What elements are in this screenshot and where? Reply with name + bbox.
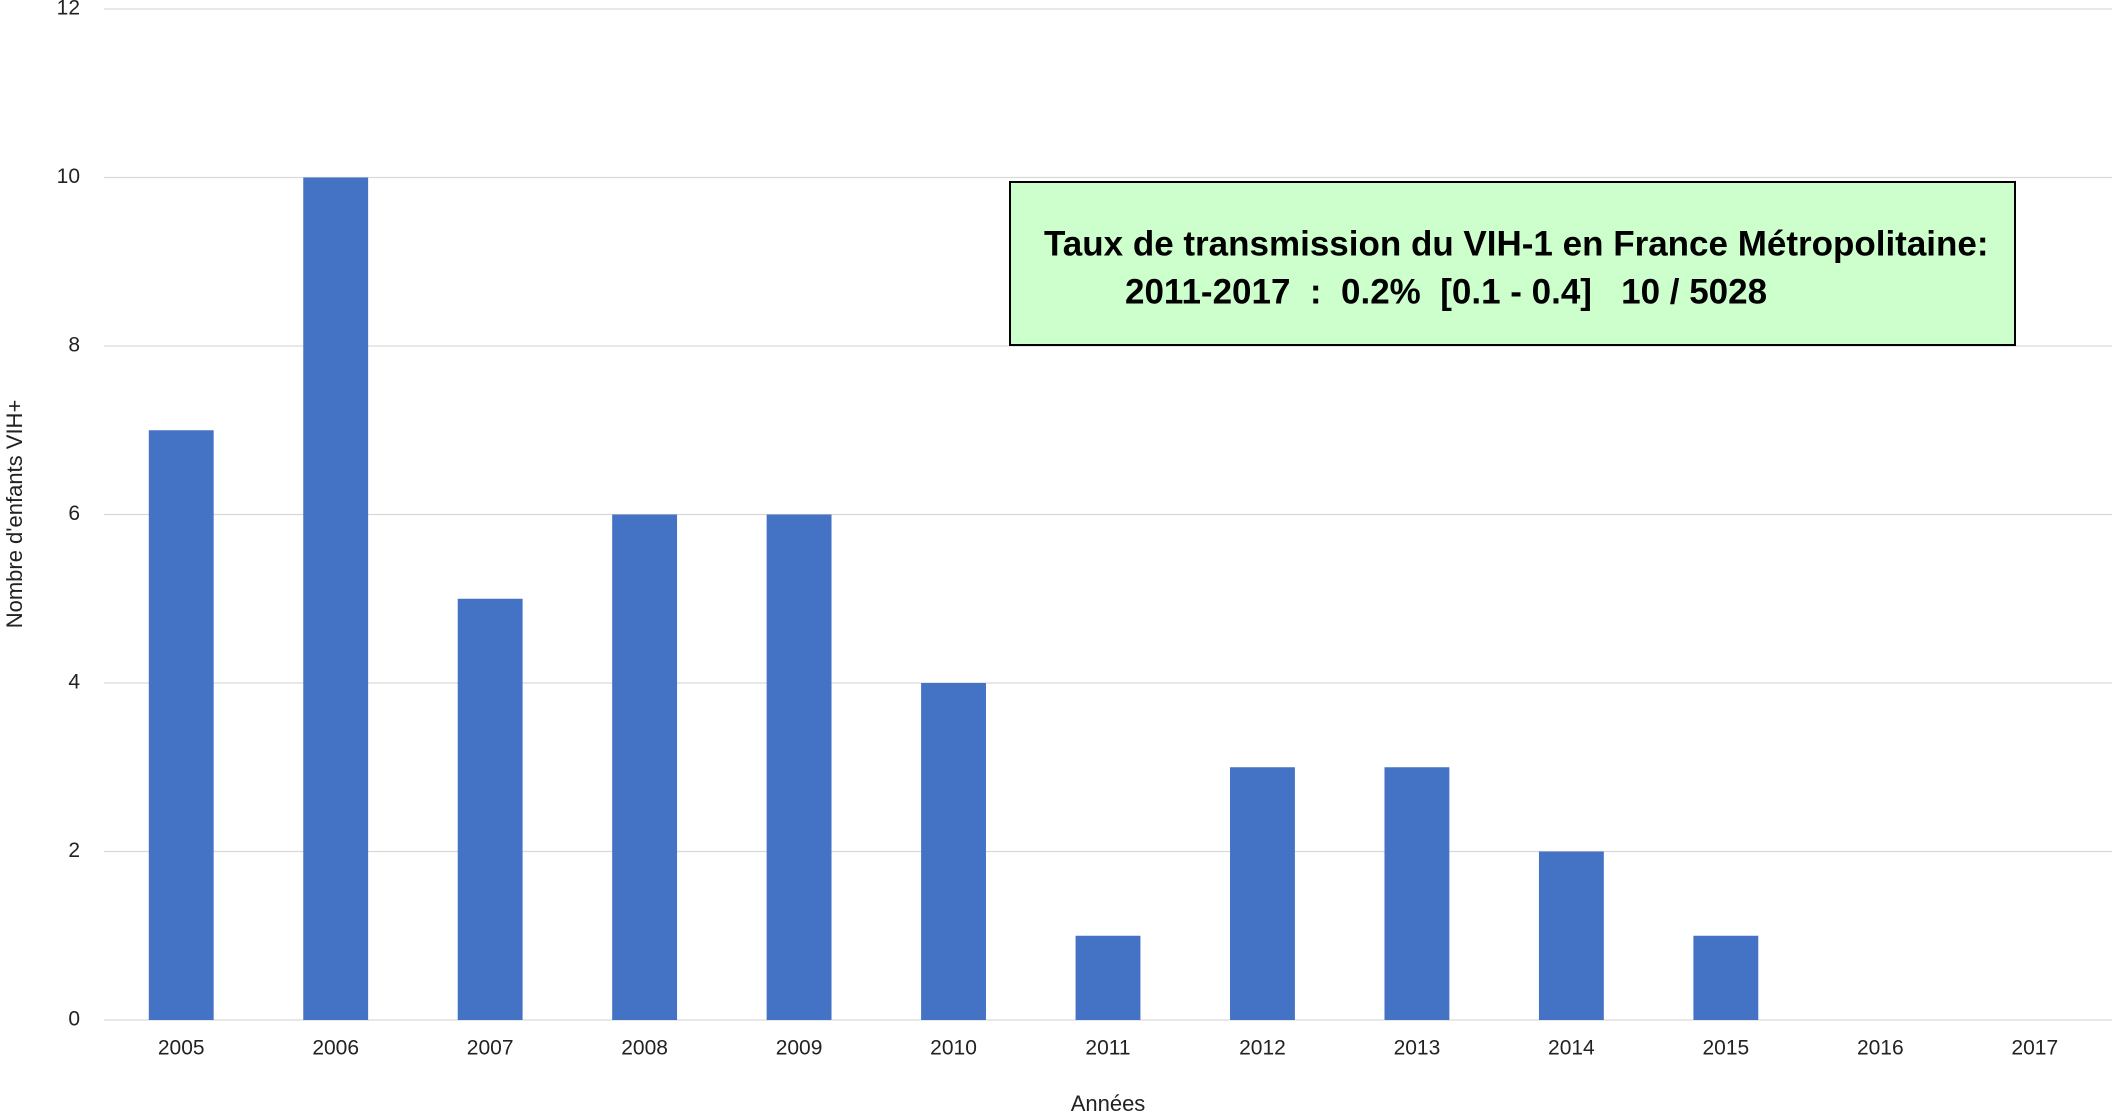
x-tick-label: 2017	[2011, 1037, 2058, 1060]
y-tick-label: 6	[68, 502, 80, 525]
annotation-box	[1009, 181, 2016, 346]
bar	[457, 598, 523, 1020]
bar	[148, 430, 214, 1020]
x-tick-label: 2007	[467, 1037, 514, 1060]
bar	[921, 683, 986, 1020]
x-tick-label: 2012	[1239, 1037, 1286, 1060]
x-tick-label: 2010	[930, 1037, 977, 1060]
bar	[766, 514, 832, 1020]
y-tick-label: 8	[68, 334, 80, 357]
annotation: 2011-2017 : 0.2% [0.1 - 0.4] 10 / 5028	[1125, 272, 1767, 311]
x-axis-label: Années	[1071, 1091, 1146, 1115]
x-tick-label: 2009	[776, 1037, 823, 1060]
bar	[1230, 767, 1295, 1020]
x-tick-label: 2005	[158, 1037, 205, 1060]
bar	[1384, 767, 1450, 1020]
x-tick-label: 2014	[1548, 1037, 1595, 1060]
bar	[1693, 935, 1759, 1020]
y-tick-label: 4	[68, 671, 80, 694]
x-tick-label: 2015	[1702, 1037, 1749, 1060]
y-tick-label: 2	[68, 839, 80, 862]
x-tick-label: 2011	[1085, 1037, 1130, 1060]
bar	[1075, 935, 1141, 1020]
bar	[1538, 851, 1604, 1020]
x-tick-label: 2006	[312, 1037, 359, 1060]
bar	[303, 177, 369, 1020]
x-tick-label: 2013	[1394, 1037, 1441, 1060]
annotation: Taux de transmission du VIH-1 en France …	[1044, 224, 1989, 263]
y-tick-label: 10	[57, 165, 80, 188]
y-axis-label: Nombre d'enfants VIH+	[2, 400, 27, 629]
x-tick-label: 2008	[621, 1037, 668, 1060]
bar	[612, 514, 678, 1020]
x-tick-label: 2016	[1857, 1037, 1904, 1060]
y-tick-label: 12	[57, 0, 80, 20]
y-tick-label: 0	[68, 1008, 80, 1031]
